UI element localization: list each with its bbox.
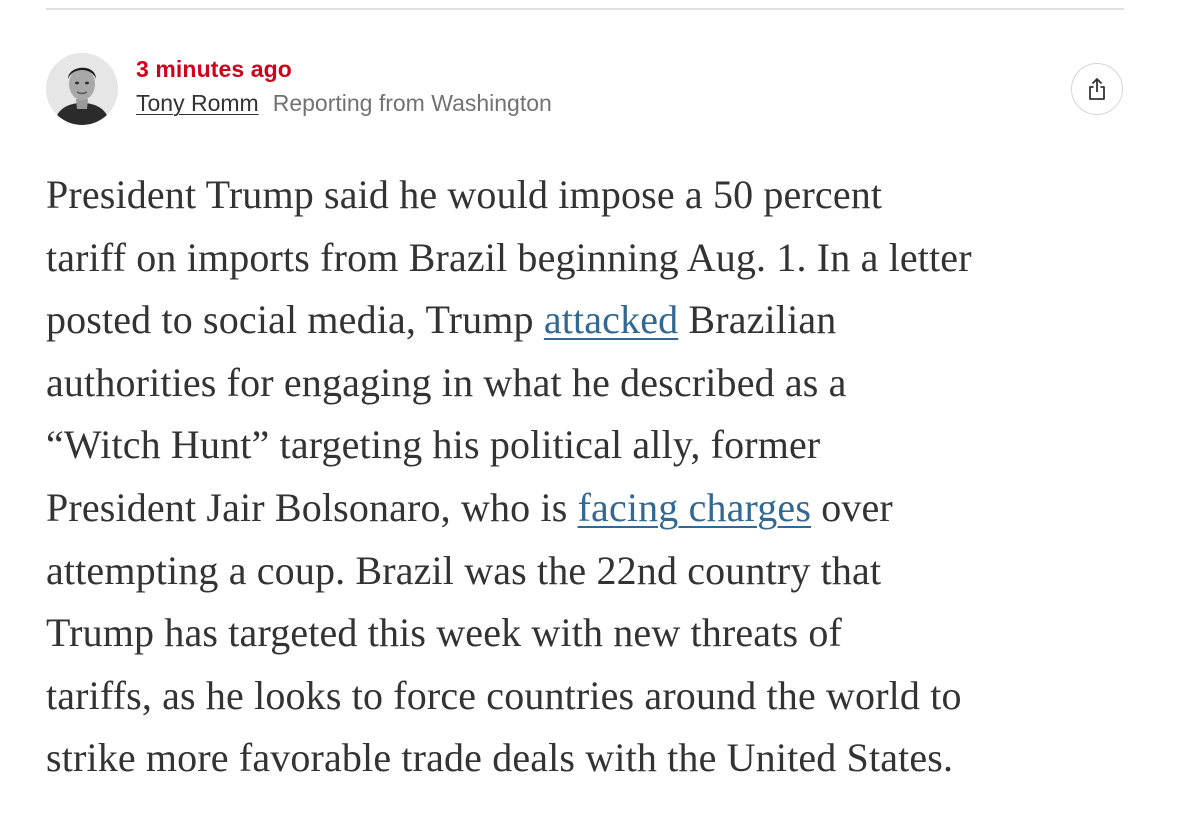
timestamp: 3 minutes ago [136, 56, 292, 82]
article-paragraph: President Trump said he would impose a 5… [46, 164, 1146, 790]
paragraph-line: “Witch Hunt” targeting his political all… [46, 422, 821, 468]
paragraph-line: Trump has targeted this week with new th… [46, 610, 842, 656]
dateline: Reporting from Washington [272, 90, 552, 116]
byline: Tony Romm Reporting from Washington [136, 86, 552, 120]
line-text: over [811, 484, 893, 530]
top-divider [46, 8, 1124, 10]
attacked-link[interactable]: attacked [543, 297, 679, 343]
paragraph-line: tariffs, as he looks to force countries … [46, 672, 962, 718]
paragraph-line: attempting a coup. Brazil was the 22nd c… [46, 547, 882, 593]
author-avatar[interactable] [46, 53, 118, 125]
paragraph-line: strike more favorable trade deals with t… [46, 735, 954, 781]
facing-charges-link[interactable]: facing charges [577, 484, 812, 530]
post-meta: 3 minutes ago Tony Romm Reporting from Wa… [136, 52, 552, 120]
share-icon [1089, 78, 1105, 100]
paragraph-line: President Jair Bolsonaro, who is facing … [46, 477, 1146, 540]
share-button[interactable] [1071, 63, 1123, 115]
paragraph-line: authorities for engaging in what he desc… [46, 359, 847, 405]
paragraph-line: tariff on imports from Brazil beginning … [46, 234, 972, 280]
line-text: President Jair Bolsonaro, who is [46, 484, 578, 530]
paragraph-line: posted to social media, Trump attacked B… [46, 289, 1146, 352]
line-text: posted to social media, Trump [46, 297, 544, 343]
author-avatar-image [46, 53, 118, 125]
author-link[interactable]: Tony Romm [136, 90, 259, 116]
line-text: Brazilian [678, 297, 837, 343]
paragraph-line: President Trump said he would impose a 5… [46, 172, 883, 217]
